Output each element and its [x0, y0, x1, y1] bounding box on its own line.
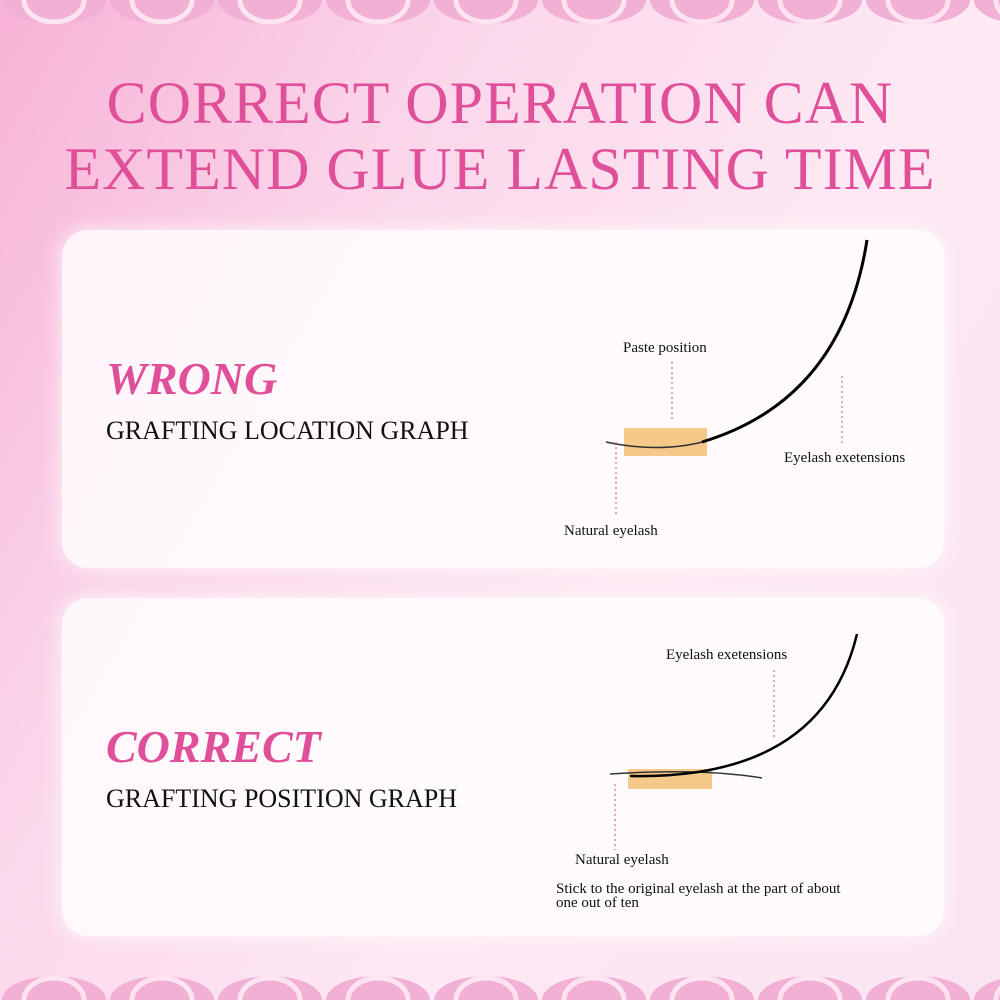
page-title: CORRECT OPERATION CAN EXTEND GLUE LASTING…: [64, 70, 936, 202]
natural-eyelash-line: [605, 439, 711, 449]
correct-lash-diagram: [609, 633, 859, 850]
scalloped-border-top: [0, 0, 1000, 24]
wrong-subtitle: GRAFTING LOCATION GRAPH: [106, 416, 469, 445]
correct-heading: CORRECT: [106, 721, 321, 772]
natural-eyelash-label: Natural eyelash: [575, 852, 669, 868]
paste-area: [624, 428, 707, 456]
wrong-lash-diagram: [605, 239, 869, 514]
correct-subtitle: GRAFTING POSITION GRAPH: [106, 784, 458, 813]
natural-eyelash-label: Natural eyelash: [564, 523, 658, 539]
extension-lash-line: [701, 239, 869, 444]
wrong-heading: WRONG: [106, 353, 278, 404]
extension-lash-line: [629, 633, 859, 778]
scalloped-border-bottom: [0, 976, 1000, 1000]
extension-label: Eyelash exetensions: [784, 450, 906, 466]
wrong-panel: WRONG GRAFTING LOCATION GRAPH Paste posi…: [62, 230, 944, 568]
extension-label: Eyelash exetensions: [666, 647, 788, 663]
correct-panel: CORRECT GRAFTING POSITION GRAPH Eyelash …: [62, 598, 944, 936]
grafting-note: Stick to the original eyelash at the par…: [556, 881, 841, 911]
paste-position-label: Paste position: [623, 340, 707, 356]
